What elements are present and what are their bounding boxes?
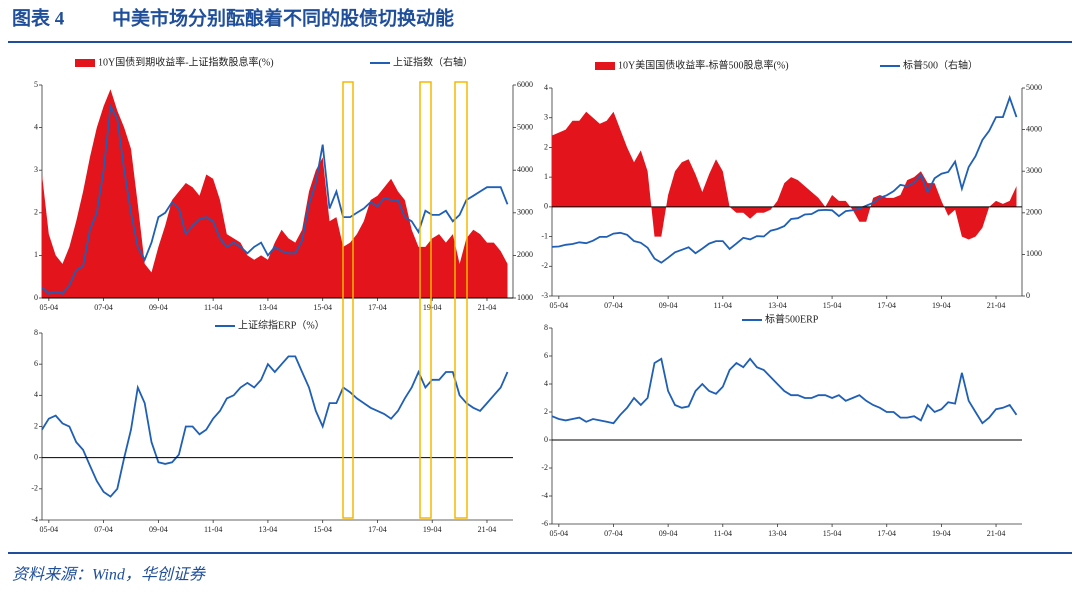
y2-tick-label: 0 xyxy=(1026,291,1030,300)
source: 资料来源：Wind，华创证券 xyxy=(12,566,207,584)
x-tick-label: 17-04 xyxy=(877,301,896,310)
legend-label: 标普500（右轴） xyxy=(903,58,978,71)
y2-tick-label: 2000 xyxy=(1026,208,1042,217)
x-tick-label: 15-04 xyxy=(823,301,842,310)
figure-title: 中美市场分别酝酿着不同的股债切换动能 xyxy=(112,6,454,29)
y2-tick-label: 3000 xyxy=(1026,166,1042,175)
y-tick-label: 2 xyxy=(544,142,548,151)
y-tick-label: -1 xyxy=(541,231,548,240)
y2-tick-label: 5000 xyxy=(517,122,533,131)
x-tick-label: 09-04 xyxy=(659,301,678,310)
highlight-box xyxy=(454,81,468,519)
y-tick-label: 3 xyxy=(544,113,548,122)
x-tick-label: 15-04 xyxy=(823,529,842,538)
y2-tick-label: 2000 xyxy=(517,250,533,259)
x-tick-label: 19-04 xyxy=(423,303,442,312)
y-tick-label: 4 xyxy=(544,83,548,92)
x-tick-label: 07-04 xyxy=(94,525,113,534)
x-tick-label: 07-04 xyxy=(94,303,113,312)
y2-tick-label: 3000 xyxy=(517,208,533,217)
y-tick-label: -3 xyxy=(541,291,548,300)
area xyxy=(552,111,1017,240)
legend-swatch xyxy=(75,59,95,67)
x-tick-label: 11-04 xyxy=(204,525,222,534)
x-tick-label: 15-04 xyxy=(313,525,332,534)
y-tick-label: -2 xyxy=(31,484,38,493)
figure-label: 图表 4 xyxy=(12,6,65,29)
line xyxy=(551,94,1018,264)
y-tick-label: 2 xyxy=(34,208,38,217)
y-tick-label: 8 xyxy=(544,323,548,332)
y-tick-label: 1 xyxy=(544,172,548,181)
y-tick-label: -6 xyxy=(541,519,548,528)
x-tick-label: 11-04 xyxy=(714,529,732,538)
x-tick-label: 11-04 xyxy=(204,303,222,312)
x-tick-label: 21-04 xyxy=(987,529,1006,538)
y-tick-label: 6 xyxy=(34,359,38,368)
area xyxy=(42,89,508,298)
x-tick-label: 19-04 xyxy=(932,301,951,310)
x-tick-label: 05-04 xyxy=(40,303,59,312)
x-tick-label: 21-04 xyxy=(987,301,1006,310)
x-tick-label: 05-04 xyxy=(40,525,59,534)
y2-tick-label: 4000 xyxy=(517,165,533,174)
y-tick-label: 0 xyxy=(544,202,548,211)
legend-label: 10Y美国国债收益率-标普500股息率(%) xyxy=(618,58,789,71)
x-tick-label: 21-04 xyxy=(478,303,497,312)
x-tick-label: 17-04 xyxy=(368,303,387,312)
line xyxy=(41,355,509,498)
x-tick-label: 09-04 xyxy=(149,303,168,312)
y-tick-label: 2 xyxy=(544,407,548,416)
y2-tick-label: 1000 xyxy=(517,293,533,302)
y2-tick-label: 6000 xyxy=(517,80,533,89)
x-tick-label: 05-04 xyxy=(549,301,568,310)
x-tick-label: 15-04 xyxy=(313,303,332,312)
legend-swatch xyxy=(595,62,615,70)
legend-label: 上证指数（右轴） xyxy=(393,55,473,68)
line xyxy=(41,103,509,295)
y-tick-label: 6 xyxy=(544,351,548,360)
x-tick-label: 19-04 xyxy=(423,525,442,534)
y-tick-label: 3 xyxy=(34,165,38,174)
legend-label: 10Y国债到期收益率-上证指数股息率(%) xyxy=(98,55,274,68)
highlight-box xyxy=(419,81,432,519)
y-tick-label: -4 xyxy=(541,491,548,500)
x-tick-label: 07-04 xyxy=(604,529,623,538)
legend-label: 标普500ERP xyxy=(765,312,819,325)
x-tick-label: 09-04 xyxy=(149,525,168,534)
x-tick-label: 13-04 xyxy=(259,303,278,312)
x-tick-label: 13-04 xyxy=(768,529,787,538)
x-tick-label: 05-04 xyxy=(549,529,568,538)
y-tick-label: 1 xyxy=(34,250,38,259)
y-tick-label: 4 xyxy=(34,390,38,399)
y-tick-label: 2 xyxy=(34,421,38,430)
x-tick-label: 09-04 xyxy=(659,529,678,538)
y-tick-label: -4 xyxy=(31,515,38,524)
y-tick-label: 8 xyxy=(34,328,38,337)
y-tick-label: 0 xyxy=(34,452,38,461)
x-tick-label: 17-04 xyxy=(877,529,896,538)
y-tick-label: 0 xyxy=(34,293,38,302)
highlight-box xyxy=(342,81,354,519)
x-tick-label: 17-04 xyxy=(368,525,387,534)
y-tick-label: 4 xyxy=(34,122,38,131)
x-tick-label: 07-04 xyxy=(604,301,623,310)
y-tick-label: 0 xyxy=(544,435,548,444)
y2-tick-label: 4000 xyxy=(1026,124,1042,133)
y2-tick-label: 5000 xyxy=(1026,83,1042,92)
x-tick-label: 19-04 xyxy=(932,529,951,538)
y2-tick-label: 1000 xyxy=(1026,249,1042,258)
y-tick-label: -2 xyxy=(541,463,548,472)
x-tick-label: 13-04 xyxy=(768,301,787,310)
y-tick-label: 5 xyxy=(34,80,38,89)
y-tick-label: 4 xyxy=(544,379,548,388)
legend-label: 上证综指ERP（%） xyxy=(238,318,325,331)
x-tick-label: 11-04 xyxy=(714,301,732,310)
y-tick-label: -2 xyxy=(541,261,548,270)
x-tick-label: 13-04 xyxy=(259,525,278,534)
x-tick-label: 21-04 xyxy=(478,525,497,534)
line xyxy=(551,357,1018,425)
highlight-boxes xyxy=(342,81,468,519)
